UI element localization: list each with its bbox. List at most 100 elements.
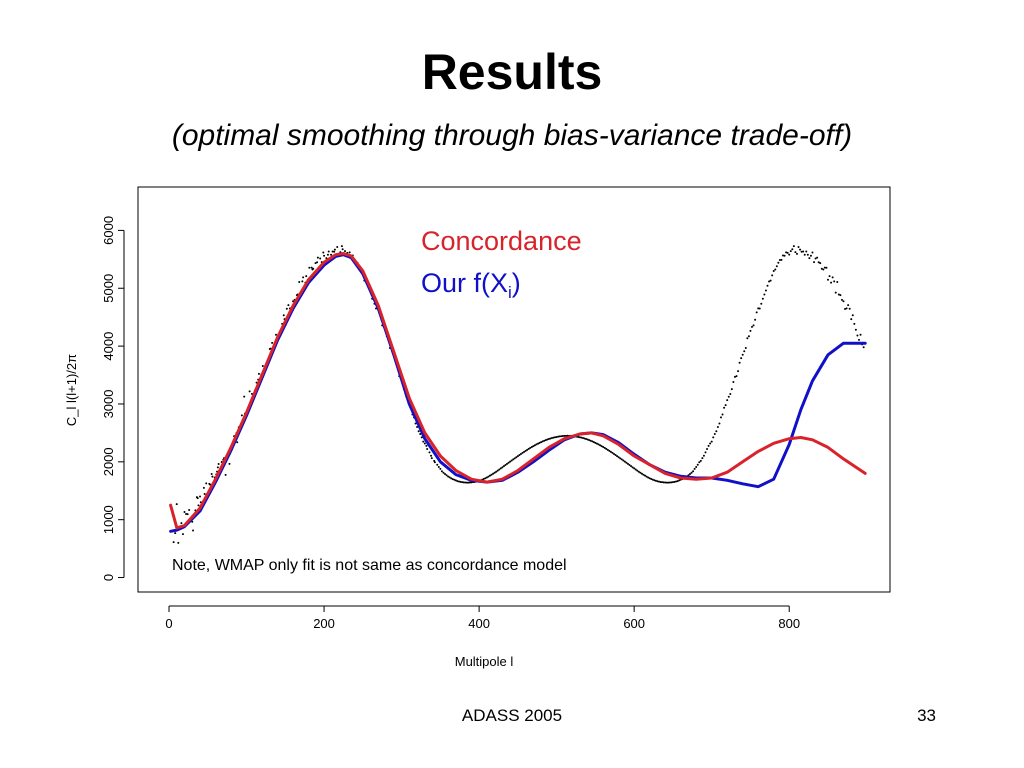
- data-point: [709, 442, 712, 445]
- data-point: [625, 461, 628, 464]
- data-point: [603, 446, 606, 449]
- data-point: [333, 250, 336, 253]
- data-point: [654, 479, 657, 482]
- data-point: [842, 300, 845, 303]
- data-point: [828, 275, 831, 278]
- data-point: [444, 472, 447, 475]
- data-point: [521, 451, 524, 454]
- data-point: [837, 293, 840, 296]
- data-point: [729, 393, 732, 396]
- data-point: [529, 446, 532, 449]
- data-point: [459, 480, 462, 483]
- data-point: [285, 307, 288, 310]
- legend-our-fit: Our f(Xi): [421, 268, 521, 302]
- data-point: [457, 480, 460, 483]
- data-point: [499, 467, 502, 470]
- data-point: [501, 466, 504, 469]
- data-point: [416, 425, 419, 428]
- slide-subtitle: (optimal smoothing through bias-variance…: [171, 119, 853, 152]
- data-point: [715, 430, 718, 433]
- data-point: [668, 481, 671, 484]
- plot-frame: [137, 186, 891, 593]
- data-point: [710, 440, 713, 443]
- data-point: [637, 470, 640, 473]
- data-point: [425, 444, 428, 447]
- data-point: [216, 466, 219, 469]
- data-point: [591, 440, 594, 443]
- data-point: [552, 436, 555, 439]
- data-point: [822, 268, 825, 271]
- data-point: [791, 248, 794, 251]
- data-point: [467, 481, 470, 484]
- data-point: [482, 477, 485, 480]
- data-point: [181, 533, 184, 536]
- data-point: [261, 364, 264, 367]
- data-point: [640, 472, 643, 475]
- data-point: [671, 481, 674, 484]
- data-point: [594, 441, 597, 444]
- data-point: [512, 458, 515, 461]
- data-point: [439, 467, 442, 470]
- data-point: [172, 541, 175, 544]
- data-point: [305, 275, 308, 278]
- data-point: [541, 440, 544, 443]
- data-point: [769, 279, 772, 282]
- data-point: [825, 266, 828, 269]
- data-point: [558, 435, 561, 438]
- data-point: [845, 307, 848, 310]
- data-point: [502, 465, 505, 468]
- data-point: [580, 436, 583, 439]
- data-point: [763, 293, 766, 296]
- data-point: [737, 370, 740, 373]
- data-point: [530, 446, 533, 449]
- data-point: [433, 461, 436, 464]
- data-point: [468, 481, 471, 484]
- data-point: [319, 257, 322, 260]
- data-point: [620, 458, 623, 461]
- data-point: [630, 465, 633, 468]
- data-point: [308, 266, 311, 269]
- data-point: [537, 442, 540, 445]
- data-point: [826, 278, 829, 281]
- slide-title: Results: [421, 44, 603, 100]
- power-spectrum-chart: 0 200 400 600 800 0 1000 2000 3000 4000 5000 6000 Mu…: [64, 186, 891, 669]
- data-point: [312, 267, 315, 270]
- data-point: [716, 425, 719, 428]
- data-point: [487, 475, 490, 478]
- data-point: [436, 463, 439, 466]
- data-point: [749, 329, 752, 332]
- concordance-line: [169, 252, 867, 530]
- data-point: [442, 471, 445, 474]
- data-point: [271, 341, 274, 344]
- data-point: [217, 462, 220, 465]
- data-point: [782, 254, 785, 257]
- data-point: [461, 481, 464, 484]
- data-point: [588, 439, 591, 442]
- data-point: [813, 261, 816, 264]
- data-point: [814, 257, 817, 260]
- data-point: [644, 474, 647, 477]
- data-point: [854, 328, 857, 331]
- legend-our-fit-sub: i: [508, 283, 512, 302]
- data-point: [192, 529, 195, 532]
- data-point: [609, 450, 612, 453]
- data-point: [816, 256, 819, 259]
- data-point: [510, 459, 513, 462]
- data-point: [513, 457, 516, 460]
- data-point: [423, 442, 426, 445]
- data-point: [657, 480, 660, 483]
- data-point: [723, 406, 726, 409]
- data-point: [417, 430, 420, 433]
- data-point: [333, 248, 336, 251]
- data-point: [177, 541, 180, 544]
- data-point: [298, 281, 301, 284]
- data-point: [602, 446, 605, 449]
- data-point: [326, 253, 329, 256]
- data-point: [175, 503, 178, 506]
- data-point: [495, 470, 498, 473]
- data-point: [771, 274, 774, 277]
- data-point: [445, 474, 448, 477]
- data-point: [202, 486, 205, 489]
- data-point: [738, 361, 741, 364]
- y-tick-label: 4000: [101, 332, 116, 361]
